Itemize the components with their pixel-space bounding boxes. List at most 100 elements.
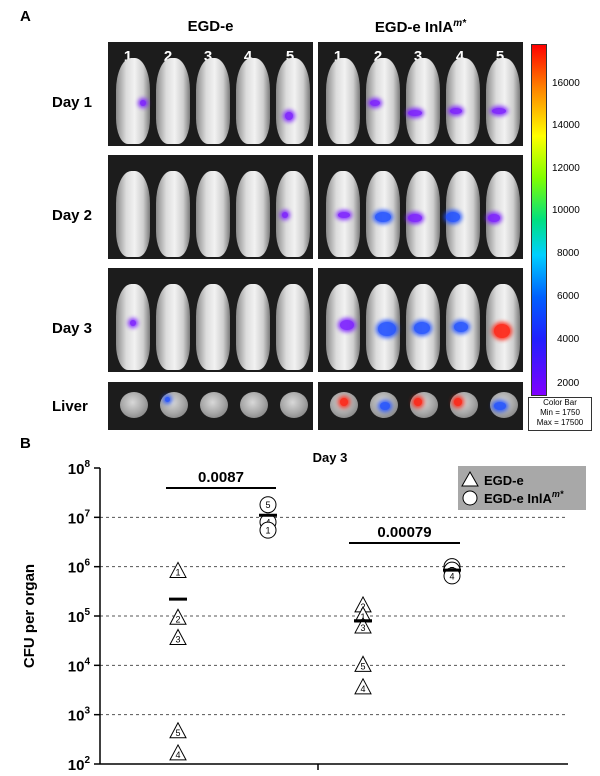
liver-image bbox=[160, 392, 188, 418]
mouse-image bbox=[276, 58, 310, 144]
bioluminescence-signal bbox=[340, 398, 348, 406]
mouse-image bbox=[116, 171, 150, 257]
p-value-label: 0.0087 bbox=[198, 469, 244, 486]
y-tick-label: 106 bbox=[68, 558, 91, 577]
legend-box bbox=[458, 466, 586, 510]
bioluminescence-signal bbox=[130, 320, 136, 326]
y-tick-label: 102 bbox=[68, 755, 91, 774]
bioluminescence-signal bbox=[414, 322, 430, 334]
color-bar-tick: 4000 bbox=[557, 334, 580, 345]
bioluminescence-signal bbox=[494, 324, 510, 338]
color-bar-min: Min = 1750 bbox=[540, 408, 580, 417]
panel-a-label: A bbox=[20, 8, 31, 25]
mouse-number-2: 2 bbox=[373, 48, 383, 65]
color-bar-tick: 2000 bbox=[557, 378, 580, 389]
bioluminescence-signal bbox=[488, 214, 500, 222]
color-bar-max: Max = 17500 bbox=[536, 418, 584, 427]
mouse-image bbox=[276, 171, 310, 257]
bioluminescence-signal bbox=[340, 320, 354, 330]
bioluminescence-signal bbox=[492, 108, 506, 114]
data-point-triangle bbox=[354, 655, 372, 672]
data-point-triangle bbox=[169, 561, 187, 578]
data-point-triangle bbox=[354, 677, 372, 695]
bioluminescence-signal bbox=[450, 108, 462, 114]
data-point-label: 5 bbox=[175, 728, 180, 738]
bioluminescence-signal bbox=[454, 398, 462, 406]
panel-b-label: B bbox=[20, 435, 31, 452]
data-point-circle bbox=[443, 567, 461, 585]
data-point-triangle bbox=[169, 743, 187, 761]
data-point-label: 4 bbox=[175, 750, 180, 760]
legend-label: EGD-e bbox=[484, 473, 524, 488]
color-bar-tick: 16000 bbox=[552, 78, 580, 89]
mouse-image bbox=[196, 284, 230, 370]
row-label-liver: Liver bbox=[52, 398, 88, 415]
y-tick-label: 105 bbox=[68, 607, 91, 626]
chart-title: Day 3 bbox=[313, 450, 348, 465]
bioluminescence-signal bbox=[282, 212, 288, 218]
bioluminescence-signal bbox=[378, 322, 396, 336]
mouse-image bbox=[406, 58, 440, 144]
bioluminescence-signal bbox=[494, 402, 506, 410]
row-label-day-3: Day 3 bbox=[52, 320, 93, 337]
data-point-triangle bbox=[354, 616, 372, 634]
data-point-label: 3 bbox=[175, 634, 180, 644]
bioluminescence-signal bbox=[375, 212, 391, 222]
mouse-image bbox=[116, 284, 150, 370]
liver-image bbox=[200, 392, 228, 418]
bioluminescence-signal bbox=[285, 112, 293, 120]
color-bar bbox=[531, 44, 547, 396]
liver-image bbox=[450, 392, 478, 418]
bioluminescence-signal bbox=[370, 100, 380, 106]
mouse-image bbox=[236, 171, 270, 257]
p-value-label: 0.00079 bbox=[377, 524, 431, 541]
color-bar-tick: 8000 bbox=[557, 248, 580, 259]
liver-image bbox=[410, 392, 438, 418]
bioluminescence-signal bbox=[414, 398, 422, 406]
row-label-day-1: Day 1 bbox=[52, 94, 93, 111]
legend-circle-icon bbox=[462, 490, 478, 506]
data-point-label: 2 bbox=[175, 614, 180, 624]
mouse-number-1: 1 bbox=[333, 48, 343, 65]
mouse-image bbox=[156, 58, 190, 144]
mouse-number-4: 4 bbox=[455, 48, 465, 65]
color-bar-legend: Color Bar Min = 1750 Max = 17500 bbox=[528, 397, 592, 431]
color-bar-tick: 10000 bbox=[552, 205, 580, 216]
mouse-number-3: 3 bbox=[203, 48, 213, 65]
data-point-label: 1 bbox=[265, 526, 270, 536]
data-point-label: 5 bbox=[360, 661, 365, 671]
y-tick-label: 107 bbox=[68, 508, 91, 527]
mouse-image bbox=[446, 58, 480, 144]
y-tick-label: 108 bbox=[68, 459, 91, 478]
mouse-image bbox=[276, 284, 310, 370]
y-tick-label: 103 bbox=[68, 706, 91, 725]
data-point-label: 1 bbox=[175, 567, 180, 577]
mouse-image bbox=[236, 58, 270, 144]
bioluminescence-signal bbox=[408, 110, 422, 116]
group-title-egd-e-inla: EGD-e InlAm* bbox=[374, 18, 467, 36]
liver-image bbox=[120, 392, 148, 418]
mouse-number-2: 2 bbox=[163, 48, 173, 65]
color-bar-tick: 12000 bbox=[552, 163, 580, 174]
bioluminescence-signal bbox=[446, 212, 460, 222]
y-tick-label: 104 bbox=[68, 656, 91, 675]
data-point-circle bbox=[259, 496, 277, 514]
mouse-image bbox=[196, 171, 230, 257]
color-bar-title: Color Bar bbox=[543, 398, 577, 407]
mouse-image bbox=[326, 58, 360, 144]
mouse-image bbox=[156, 171, 190, 257]
data-point-triangle bbox=[169, 608, 187, 625]
legend-triangle-icon bbox=[461, 470, 479, 487]
bioluminescence-signal bbox=[380, 402, 390, 410]
bioluminescence-signal bbox=[140, 100, 146, 106]
color-bar-tick: 14000 bbox=[552, 120, 580, 131]
color-bar-tick: 6000 bbox=[557, 291, 580, 302]
bioluminescence-signal bbox=[165, 397, 170, 402]
group-title-egd-e: EGD-e bbox=[187, 18, 234, 35]
mouse-image bbox=[236, 284, 270, 370]
mouse-image bbox=[196, 58, 230, 144]
data-point-triangle bbox=[169, 721, 187, 739]
liver-image bbox=[280, 392, 308, 418]
bioluminescence-signal bbox=[454, 322, 468, 332]
